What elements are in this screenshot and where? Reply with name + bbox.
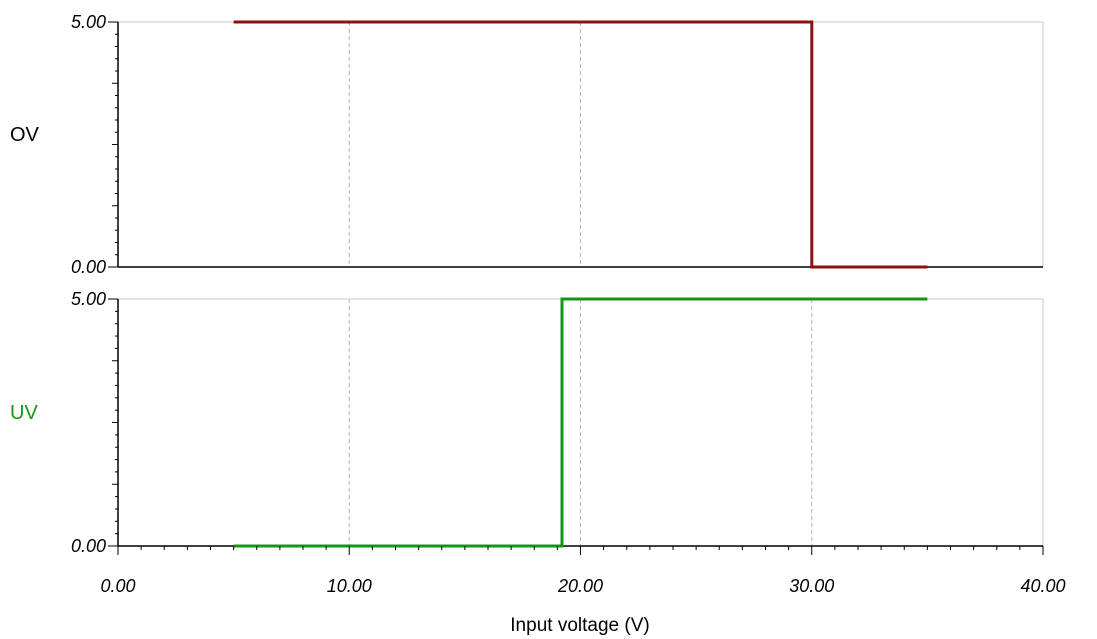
x-tick-label: 10.00	[327, 576, 372, 596]
x-tick-label: 40.00	[1020, 576, 1065, 596]
y-tick-label: 0.00	[71, 257, 106, 277]
x-tick-label: 20.00	[557, 576, 603, 596]
series-line-uv	[233, 297, 928, 548]
series-line-ov	[233, 20, 928, 269]
x-axis-title: Input voltage (V)	[510, 615, 649, 636]
x-tick-label: 30.00	[789, 576, 834, 596]
x-tick-label: 0.00	[100, 576, 135, 596]
y-tick-label: 5.00	[71, 289, 106, 309]
y-tick-label: 5.00	[71, 12, 106, 32]
y-tick-label: 0.00	[71, 536, 106, 556]
panel-label-ov: OV	[10, 124, 40, 146]
panel-label-uv: UV	[10, 402, 38, 424]
